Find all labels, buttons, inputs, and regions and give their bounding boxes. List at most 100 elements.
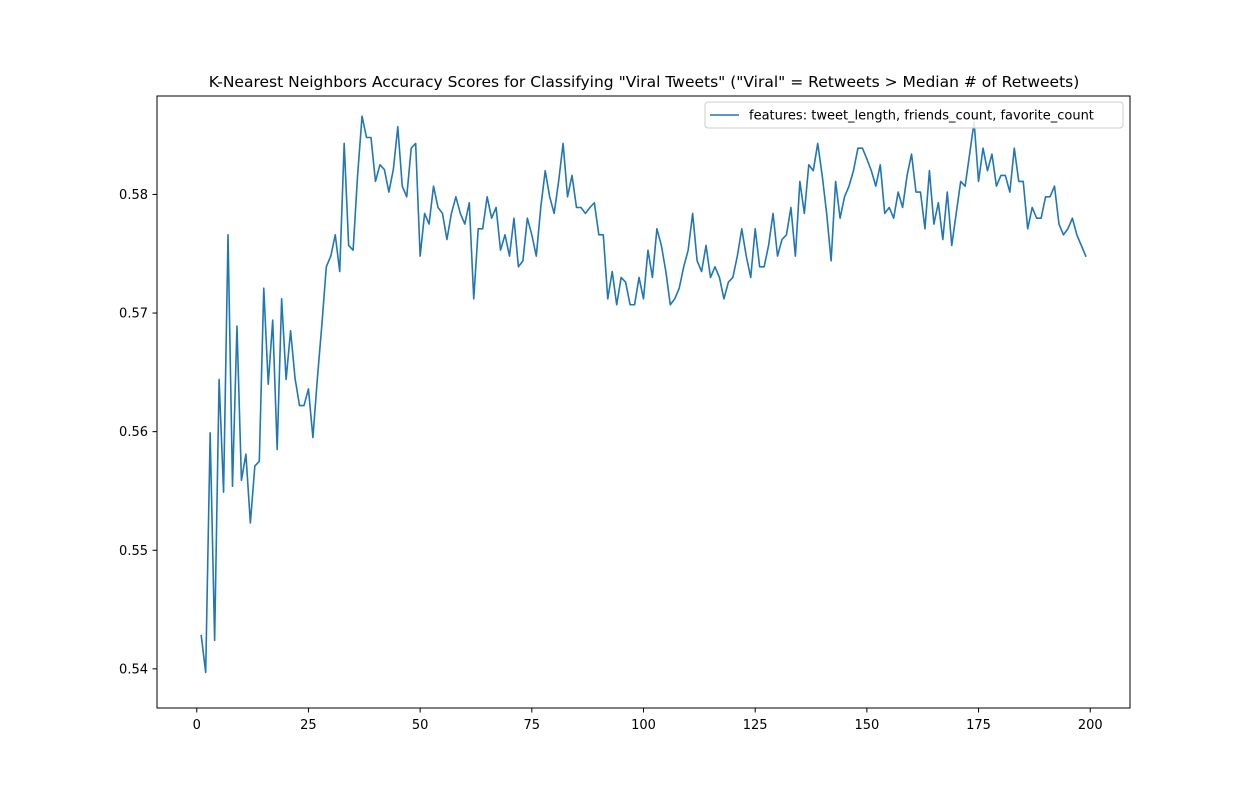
data-point <box>205 672 207 674</box>
data-point <box>1063 234 1065 236</box>
data-point <box>696 260 698 262</box>
data-point <box>361 115 363 117</box>
data-point <box>321 324 323 326</box>
data-point <box>768 245 770 247</box>
data-point <box>357 175 359 177</box>
data-point <box>397 126 399 128</box>
data-point <box>1031 207 1033 209</box>
data-point <box>616 304 618 306</box>
data-point <box>607 298 609 300</box>
data-point <box>330 255 332 257</box>
data-point <box>799 181 801 183</box>
data-point <box>366 137 368 139</box>
data-point <box>781 239 783 241</box>
y-tick-label: 0.58 <box>119 188 148 203</box>
data-point <box>544 170 546 172</box>
data-point <box>410 147 412 149</box>
data-point <box>1018 181 1020 183</box>
data-point <box>509 255 511 257</box>
data-point <box>553 213 555 215</box>
data-point <box>732 277 734 279</box>
data-point <box>777 255 779 257</box>
data-point <box>214 640 216 642</box>
data-point <box>875 185 877 187</box>
data-point <box>1085 255 1087 257</box>
data-point <box>826 213 828 215</box>
data-point <box>772 213 774 215</box>
data-point <box>1058 223 1060 225</box>
data-point <box>987 170 989 172</box>
data-point <box>451 213 453 215</box>
data-point <box>540 207 542 209</box>
data-point <box>263 287 265 289</box>
data-point <box>576 207 578 209</box>
data-point <box>272 319 274 321</box>
data-point <box>375 181 377 183</box>
data-point <box>723 298 725 300</box>
data-point <box>527 217 529 219</box>
data-point <box>763 266 765 268</box>
data-point <box>933 223 935 225</box>
data-point <box>946 191 948 193</box>
data-point <box>991 153 993 155</box>
data-point <box>647 249 649 251</box>
data-point <box>1049 196 1051 198</box>
data-point <box>862 147 864 149</box>
data-point <box>804 213 806 215</box>
data-point <box>938 202 940 204</box>
data-point <box>1009 191 1011 193</box>
data-point <box>308 388 310 390</box>
data-point <box>902 207 904 209</box>
data-point <box>611 271 613 273</box>
data-point <box>741 228 743 230</box>
data-point <box>259 461 261 463</box>
data-point <box>303 405 305 407</box>
data-point <box>562 143 564 145</box>
data-point <box>209 432 211 434</box>
data-point <box>643 298 645 300</box>
data-point <box>598 234 600 236</box>
data-point <box>978 181 980 183</box>
data-point <box>821 175 823 177</box>
data-point <box>964 185 966 187</box>
data-point <box>446 239 448 241</box>
y-tick-label: 0.57 <box>119 307 148 322</box>
data-point <box>625 281 627 283</box>
data-point <box>879 164 881 166</box>
data-point <box>1072 217 1074 219</box>
data-point <box>1000 175 1002 177</box>
data-point <box>714 266 716 268</box>
data-point <box>705 245 707 247</box>
data-point <box>348 245 350 247</box>
data-point <box>428 223 430 225</box>
y-tick-label: 0.54 <box>119 662 148 677</box>
data-point <box>531 234 533 236</box>
data-point <box>290 330 292 332</box>
data-point <box>267 383 269 385</box>
data-point <box>388 191 390 193</box>
data-point <box>960 181 962 183</box>
data-point <box>419 255 421 257</box>
legend-box <box>704 101 1124 129</box>
data-point <box>585 213 587 215</box>
data-point <box>982 147 984 149</box>
x-tick-label: 100 <box>631 718 656 733</box>
data-point <box>951 245 953 247</box>
data-point <box>473 298 475 300</box>
data-point <box>893 217 895 219</box>
data-point <box>227 234 229 236</box>
data-point <box>871 170 873 172</box>
y-tick-label: 0.56 <box>119 425 148 440</box>
data-point <box>911 153 913 155</box>
data-point <box>728 281 730 283</box>
data-point <box>326 266 328 268</box>
data-point <box>844 196 846 198</box>
data-point <box>393 169 395 171</box>
x-tick-label: 75 <box>524 718 541 733</box>
data-point <box>455 196 457 198</box>
plot-area <box>156 95 1131 709</box>
data-point <box>535 255 537 257</box>
data-point <box>745 255 747 257</box>
data-point <box>285 379 287 381</box>
data-point <box>424 213 426 215</box>
